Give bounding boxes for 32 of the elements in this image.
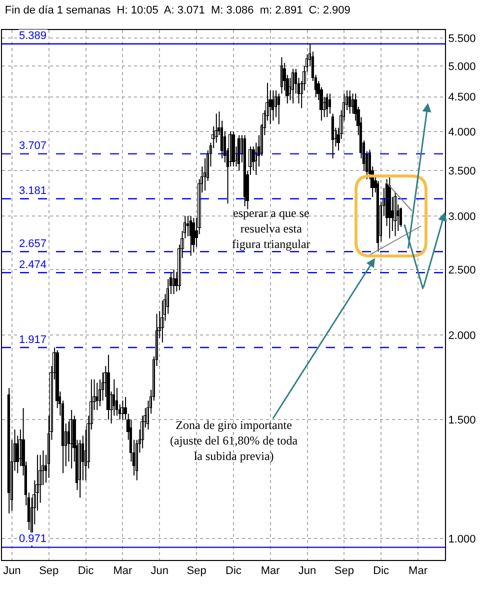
x-tick-label: Mar [260, 565, 280, 578]
x-tick-label: Jun [298, 565, 316, 578]
y-tick-label: 5.500 [448, 32, 476, 45]
y-tick-label: 2.000 [448, 330, 476, 342]
y-tick-label: 3.000 [448, 210, 476, 223]
x-tick-label: Sep [186, 565, 206, 578]
x-tick-label: Mar [113, 565, 132, 578]
y-tick-label: 3.500 [448, 166, 476, 178]
x-tick-label: Dic [225, 565, 242, 578]
y-tick-label: 4.000 [448, 126, 476, 138]
ref-line-label: 0.971 [19, 533, 47, 545]
ref-line-label: 2.657 [19, 238, 47, 250]
x-tick-label: Jun [3, 565, 21, 578]
y-tick-label: 2.500 [448, 264, 476, 276]
x-tick-label: Mar [408, 565, 428, 578]
annotation: esperar a que se resuelva esta figura triangular [232, 206, 310, 252]
y-tick-label: 1.500 [448, 414, 476, 426]
y-tick-label: 1.000 [448, 534, 476, 546]
ref-line-label: 5.389 [19, 30, 47, 42]
y-tick-label: 5.000 [448, 60, 476, 73]
annotation: Zona de giro importante (ajuste del 61,80% de toda la subida previa) [170, 418, 298, 464]
ref-line-label: 3.707 [19, 140, 47, 152]
x-tick-label: Dic [373, 565, 390, 578]
x-tick-label: Jun [150, 565, 168, 578]
y-tick-label: 4.500 [448, 92, 476, 104]
x-tick-label: Dic [78, 565, 94, 578]
x-tick-label: Sep [39, 565, 59, 578]
chart-title: Fin de día 1 semanas H: 10:05 A: 3.071 M: 3.086 m: 2.891 C: 2.909 [4, 4, 350, 17]
ref-line-label: 3.181 [19, 185, 47, 197]
ref-line-label: 1.917 [19, 334, 47, 346]
ref-line-label: 2.474 [19, 259, 47, 271]
x-tick-label: Sep [334, 565, 354, 578]
